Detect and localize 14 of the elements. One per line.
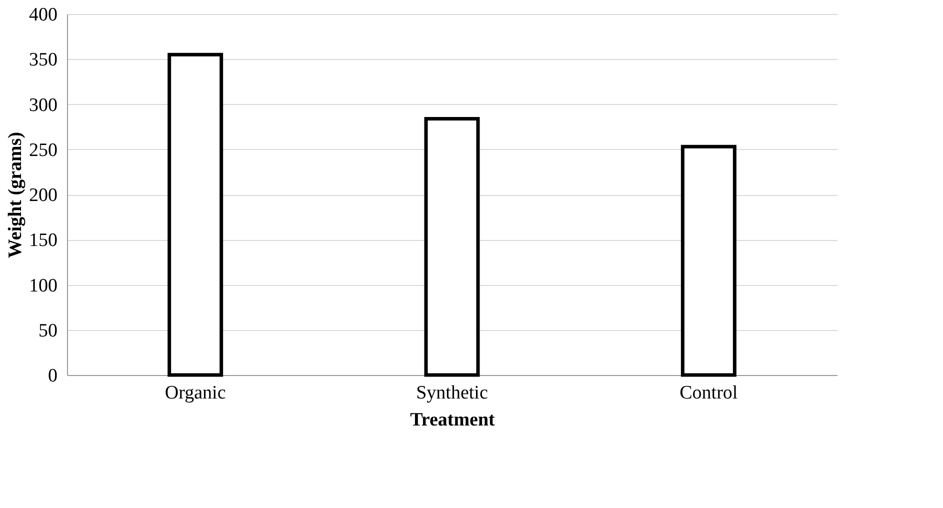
x-axis-title: Treatment [410,410,496,430]
y-tick-label: 200 [29,185,58,206]
y-axis-title: Weight (grams) [5,132,26,258]
y-tick-label: 0 [48,366,58,386]
y-tick-label: 300 [29,94,58,116]
x-tick-label: Control [680,382,738,404]
y-tick-label: 100 [29,275,58,296]
y-tick-label: 250 [29,140,58,161]
y-tick-label: 50 [38,320,58,342]
y-tick-label: 350 [29,50,58,71]
y-tick-label: 400 [29,4,58,26]
x-tick-label: Organic [164,382,226,404]
y-tick-label: 150 [29,230,58,252]
x-tick-label: Synthetic [416,382,488,404]
